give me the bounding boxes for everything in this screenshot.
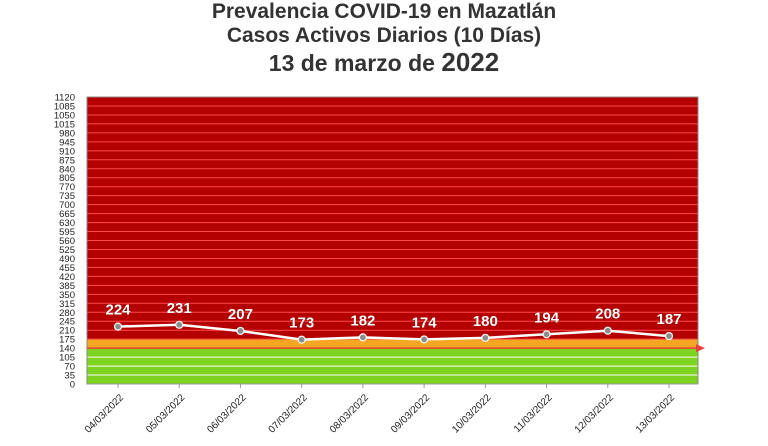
series-line [117, 323, 670, 341]
data-point [481, 333, 490, 342]
chart-subtitle: Casos Activos Diarios (10 Días) [226, 24, 542, 47]
x-tick-label: 13/03/2022 [634, 392, 677, 435]
y-tick-label: 350 [59, 290, 75, 301]
y-tick-label: 70 [64, 362, 75, 373]
chart-date-text: 13 de marzo de [268, 50, 435, 76]
y-tick-label: 1120 [55, 93, 75, 104]
data-label: 182 [350, 312, 375, 329]
data-label: 224 [105, 302, 131, 319]
x-tick-label: 08/03/2022 [328, 392, 371, 435]
x-tick-label: 09/03/2022 [389, 392, 432, 435]
x-tick-label: 12/03/2022 [573, 392, 616, 435]
y-tick-label: 875 [59, 155, 75, 166]
data-point [603, 326, 612, 335]
y-tick-label: 490 [59, 254, 75, 265]
data-label: 194 [534, 309, 560, 326]
band-1 [87, 339, 698, 349]
x-tick-label: 05/03/2022 [144, 392, 187, 435]
y-tick-label: 385 [59, 281, 75, 292]
chart-title: Prevalencia COVID-19 en Mazatlán [211, 0, 557, 23]
y-tick-label: 700 [59, 200, 75, 211]
data-point [542, 330, 551, 339]
data-point [113, 322, 123, 331]
plot-area: 0357010514017521024528031535038542045549… [54, 93, 705, 436]
y-tick-label: 1050 [54, 110, 75, 121]
y-tick-label: 980 [59, 128, 75, 139]
x-tick-label: 06/03/2022 [205, 392, 248, 435]
y-tick-label: 245 [59, 317, 75, 328]
chart-date: 13 de marzo de 2022 [0, 48, 768, 77]
data-point [664, 331, 674, 341]
x-tick-label: 11/03/2022 [512, 392, 555, 435]
x-tick-label: 10/03/2022 [450, 392, 493, 435]
data-label: 208 [595, 306, 620, 323]
x-tick-label: 07/03/2022 [267, 392, 310, 435]
band-2 [87, 97, 698, 340]
y-tick-label: 840 [59, 164, 75, 175]
data-point [175, 320, 184, 329]
y-tick-label: 735 [59, 191, 75, 202]
y-tick-label: 455 [59, 263, 75, 274]
chart-date-year: 2022 [441, 47, 500, 77]
data-label: 187 [656, 311, 681, 328]
data-label: 180 [473, 313, 498, 330]
y-tick-label: 420 [59, 272, 75, 283]
data-point [236, 326, 245, 336]
y-tick-label: 315 [59, 299, 75, 310]
y-tick-label: 210 [59, 326, 75, 337]
data-label: 231 [167, 300, 192, 317]
y-tick-label: 770 [59, 182, 75, 193]
y-tick-label: 630 [59, 218, 75, 229]
data-point [420, 335, 429, 344]
y-tick-label: 175 [59, 335, 75, 346]
y-tick-label: 805 [59, 173, 75, 184]
y-tick-label: 560 [59, 236, 75, 247]
data-label: 174 [412, 314, 438, 331]
chart-title-block: Prevalencia COVID-19 en Mazatlán Casos A… [0, 0, 768, 77]
y-tick-label: 1015 [54, 119, 75, 130]
y-tick-label: 140 [59, 344, 75, 355]
data-label: 207 [228, 306, 253, 323]
data-point [297, 335, 306, 344]
threshold-arrow [696, 344, 705, 353]
y-tick-label: 105 [59, 353, 75, 364]
x-tick-label: 04/03/2022 [83, 392, 126, 435]
y-tick-label: 595 [59, 227, 75, 238]
y-tick-label: 945 [59, 137, 75, 148]
y-tick-label: 280 [59, 308, 75, 319]
y-tick-label: 910 [59, 146, 75, 157]
data-point [358, 333, 367, 342]
y-tick-label: 35 [64, 371, 75, 382]
y-tick-label: 1085 [54, 101, 75, 112]
y-tick-label: 525 [59, 245, 75, 256]
y-tick-label: 665 [59, 209, 75, 220]
data-label: 173 [289, 315, 314, 332]
y-tick-label: 0 [70, 380, 75, 391]
